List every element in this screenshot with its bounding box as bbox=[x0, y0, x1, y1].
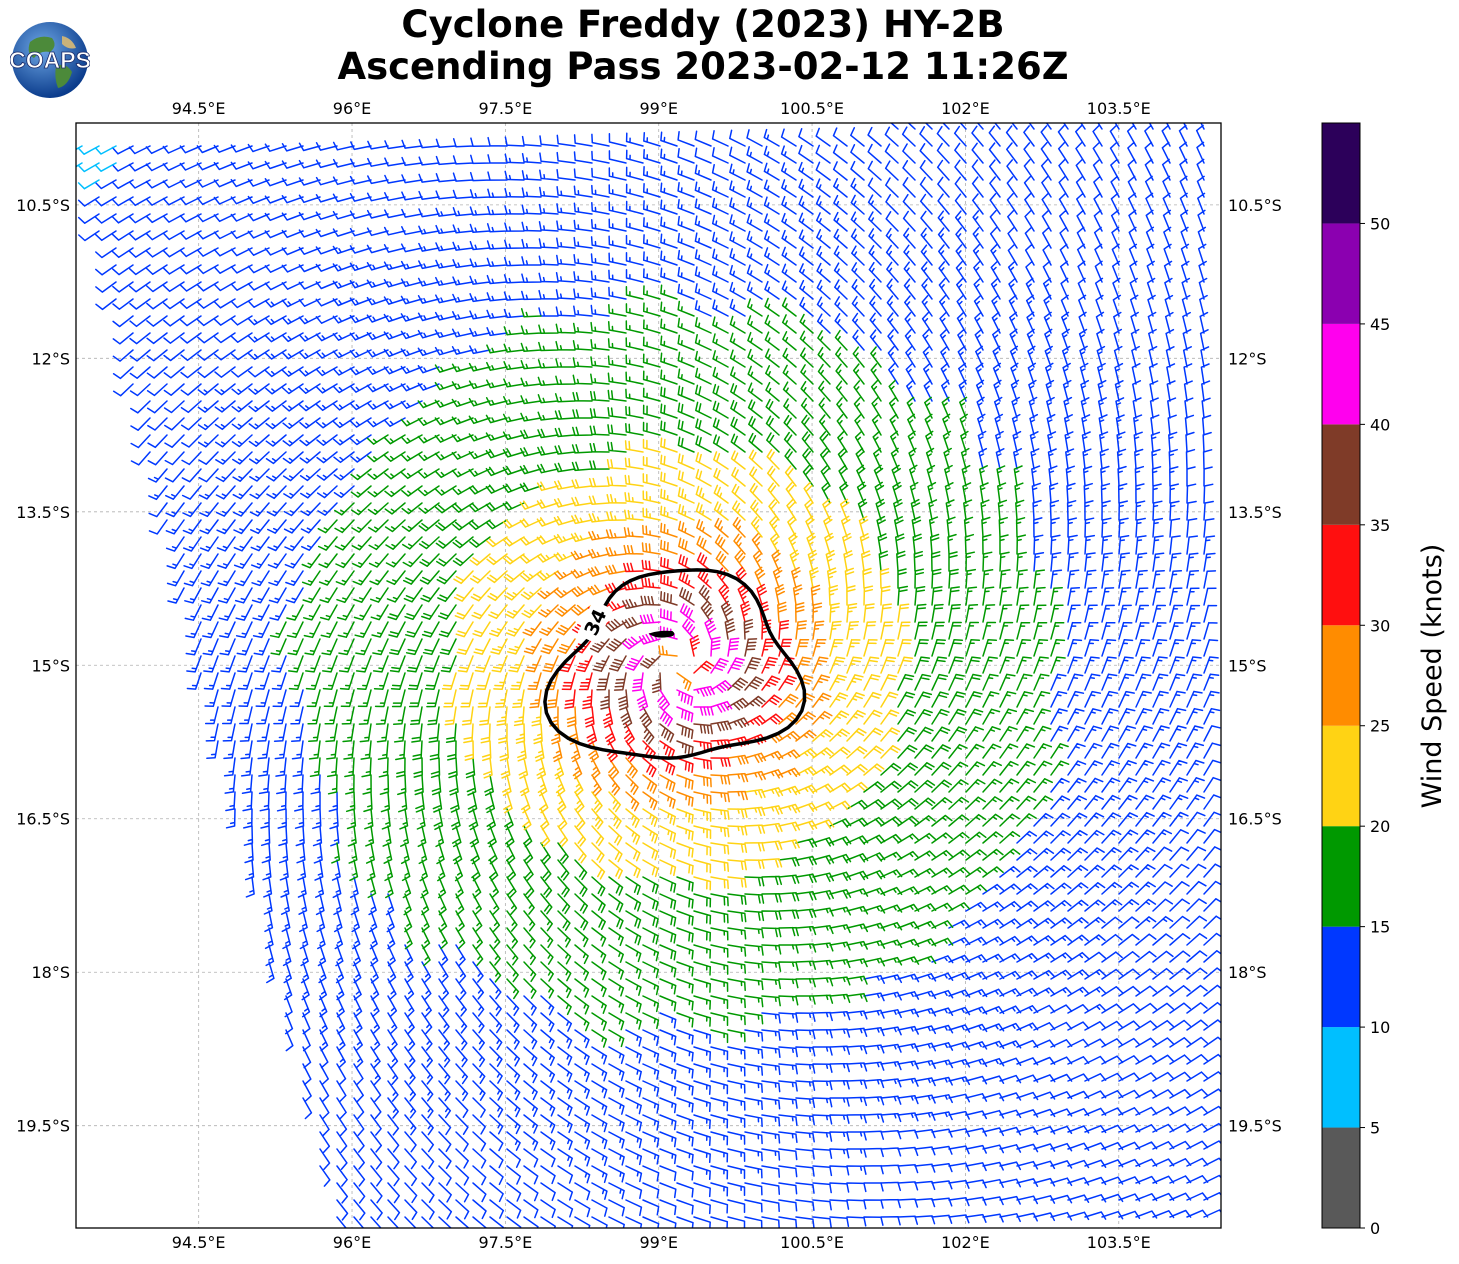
left-lat-label: 13.5°S bbox=[16, 503, 70, 522]
colorbar-tick-label: 10 bbox=[1370, 1018, 1390, 1037]
contour-34kt: 34 bbox=[543, 568, 807, 760]
top-lon-label: 102°E bbox=[941, 99, 990, 118]
left-lat-label: 15°S bbox=[31, 656, 70, 675]
colorbar-tick-label: 20 bbox=[1370, 817, 1390, 836]
colorbar-label: Wind Speed (knots) bbox=[1417, 544, 1448, 809]
right-lat-label: 12°S bbox=[1228, 349, 1267, 368]
colorbar-segment bbox=[1322, 123, 1360, 224]
colorbar-tick-label: 35 bbox=[1370, 516, 1390, 535]
colorbar-segment bbox=[1322, 1127, 1360, 1228]
colorbar: 0 5 10 15 20 25 30 35 40 45 50 Wind Speed (knots) bbox=[1321, 122, 1448, 1238]
colorbar-segment bbox=[1322, 926, 1360, 1028]
colorbar-tick-label: 15 bbox=[1370, 918, 1390, 937]
colorbar-segment bbox=[1322, 826, 1360, 927]
top-lon-label: 103.5°E bbox=[1087, 99, 1151, 118]
bottom-lon-label: 103.5°E bbox=[1087, 1233, 1151, 1252]
contour-line bbox=[543, 568, 807, 760]
colorbar-tick-label: 5 bbox=[1370, 1119, 1380, 1138]
bottom-lon-label: 100.5°E bbox=[780, 1233, 844, 1252]
colorbar-segment bbox=[1322, 323, 1360, 425]
wind-barb-group bbox=[269, 284, 1070, 1048]
colorbar-tick-label: 40 bbox=[1370, 415, 1390, 434]
right-lat-label: 10.5°S bbox=[1228, 196, 1282, 215]
colorbar-segment bbox=[1322, 223, 1360, 324]
left-lat-label: 19.5°S bbox=[16, 1117, 70, 1136]
right-lat-label: 19.5°S bbox=[1228, 1117, 1282, 1136]
wind-barb-group bbox=[441, 437, 914, 891]
bottom-lon-label: 102°E bbox=[941, 1233, 990, 1252]
colorbar-segment bbox=[1322, 424, 1360, 525]
right-lat-label: 18°S bbox=[1228, 963, 1267, 982]
left-lat-label: 18°S bbox=[31, 963, 70, 982]
coaps-logo: COAPS bbox=[10, 22, 90, 98]
title-line-1: Cyclone Freddy (2023) HY-2B bbox=[401, 3, 1005, 46]
wind-barb-group bbox=[589, 584, 766, 757]
colorbar-segment bbox=[1322, 725, 1360, 827]
chart-title: Cyclone Freddy (2023) HY-2B Ascending Pa… bbox=[0, 4, 1406, 88]
colorbar-tick-label: 30 bbox=[1370, 616, 1390, 635]
wind-barb-group bbox=[77, 123, 1221, 1228]
bottom-lon-label: 99°E bbox=[639, 1233, 677, 1252]
top-lon-label: 100.5°E bbox=[780, 99, 844, 118]
bottom-lon-label: 97.5°E bbox=[479, 1233, 533, 1252]
colorbar-tick-label: 25 bbox=[1370, 717, 1390, 736]
top-lon-label: 97.5°E bbox=[479, 99, 533, 118]
right-lat-label: 13.5°S bbox=[1228, 503, 1282, 522]
bottom-lon-label: 96°E bbox=[333, 1233, 371, 1252]
colorbar-tick-label: 45 bbox=[1370, 315, 1390, 334]
colorbar-tick-label: 50 bbox=[1370, 214, 1390, 233]
top-lon-label: 96°E bbox=[333, 99, 371, 118]
right-lat-label: 16.5°S bbox=[1228, 810, 1282, 829]
colorbar-segment bbox=[1322, 1027, 1360, 1128]
plot-frame bbox=[75, 122, 1222, 1229]
wind-barb-group bbox=[76, 145, 117, 190]
right-lat-label: 15°S bbox=[1228, 656, 1267, 675]
left-lat-label: 12°S bbox=[31, 349, 70, 368]
wind-barbs bbox=[76, 123, 1221, 1228]
left-lat-label: 16.5°S bbox=[16, 810, 70, 829]
top-lon-label: 99°E bbox=[639, 99, 677, 118]
colorbar-segment bbox=[1322, 524, 1360, 626]
colorbar-tick-label: 0 bbox=[1370, 1219, 1380, 1238]
title-line-2: Ascending Pass 2023-02-12 11:26Z bbox=[337, 45, 1069, 88]
colorbar-frame bbox=[1321, 122, 1361, 1229]
left-lat-label: 10.5°S bbox=[16, 196, 70, 215]
colorbar-segment bbox=[1322, 625, 1360, 726]
top-lon-label: 94.5°E bbox=[172, 99, 226, 118]
bottom-lon-label: 94.5°E bbox=[172, 1233, 226, 1252]
logo-text: COAPS bbox=[10, 47, 90, 73]
inner-contour-line bbox=[648, 630, 675, 638]
axes: 94.5°E 94.5°E 96°E 96°E 97.5°E 97.5°E 99°E 99°E… bbox=[16, 99, 1282, 1252]
